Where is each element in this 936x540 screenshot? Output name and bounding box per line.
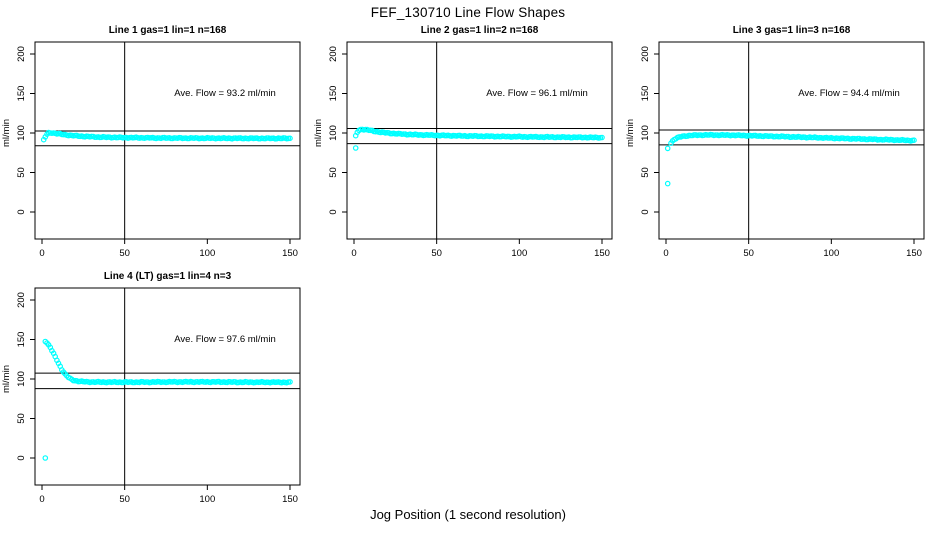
x-tick-label: 100	[823, 248, 839, 259]
data-point	[599, 134, 605, 141]
subplot-title: Line 2 gas=1 lin=2 n=168	[421, 25, 539, 36]
x-tick-label: 150	[906, 248, 922, 259]
x-tick-label: 150	[594, 248, 610, 259]
data-point	[911, 137, 917, 144]
y-tick-label: 50	[328, 167, 339, 178]
ave-flow-annotation: Ave. Flow = 94.4 ml/min	[798, 88, 899, 99]
plot-box	[658, 41, 925, 240]
outlier-point	[664, 180, 671, 187]
x-tick-label: 150	[282, 494, 298, 505]
y-tick-label: 100	[328, 125, 339, 141]
y-tick-label: 0	[16, 455, 27, 460]
x-tick-label: 0	[39, 494, 44, 505]
plot-box	[34, 41, 301, 240]
x-tick-label: 100	[511, 248, 527, 259]
plot-box	[346, 41, 613, 240]
y-axis-name: ml/min	[625, 119, 636, 147]
y-tick-label: 200	[16, 292, 27, 308]
y-tick-label: 200	[328, 46, 339, 62]
y-tick-label: 100	[16, 125, 27, 141]
y-tick-label: 200	[640, 46, 651, 62]
y-tick-label: 50	[16, 413, 27, 424]
outlier-point	[42, 455, 49, 461]
x-tick-label: 100	[199, 494, 215, 505]
x-tick-label: 0	[39, 248, 44, 259]
y-tick-label: 50	[640, 167, 651, 178]
chart-title: FEF_130710 Line Flow Shapes	[370, 5, 566, 20]
x-axis-label: Jog Position (1 second resolution)	[370, 507, 566, 522]
data-points	[352, 126, 605, 151]
y-tick-label: 50	[16, 167, 27, 178]
y-axis-name: ml/min	[1, 365, 12, 393]
ave-flow-annotation: Ave. Flow = 96.1 ml/min	[486, 88, 587, 99]
subplot-4: Line 4 (LT) gas=1 lin=4 n=3 0 50 100 150 0 50 1…	[1, 271, 301, 505]
y-axis-name: ml/min	[1, 119, 12, 147]
data-points	[42, 338, 293, 461]
x-tick-label: 150	[282, 248, 298, 259]
data-point	[287, 135, 293, 142]
data-points	[40, 129, 293, 143]
subplot-3: Line 3 gas=1 lin=3 n=168 0 50 100 150 0 50 100 1…	[625, 25, 925, 259]
x-tick-label: 0	[663, 248, 668, 259]
x-tick-label: 100	[199, 248, 215, 259]
data-point	[287, 379, 293, 385]
outlier-point	[664, 145, 671, 152]
x-tick-label: 50	[743, 248, 754, 259]
y-tick-label: 100	[16, 371, 27, 387]
subplot-title: Line 1 gas=1 lin=1 n=168	[109, 25, 227, 36]
y-tick-label: 150	[328, 86, 339, 102]
x-tick-label: 50	[119, 248, 130, 259]
y-tick-label: 150	[640, 86, 651, 102]
ave-flow-annotation: Ave. Flow = 93.2 ml/min	[174, 88, 275, 99]
y-tick-label: 0	[640, 209, 651, 214]
subplot-2: Line 2 gas=1 lin=2 n=168 0 50 100 150 0 50 100 1…	[313, 25, 613, 259]
y-tick-label: 100	[640, 125, 651, 141]
outlier-point	[352, 145, 359, 151]
data-points	[664, 131, 917, 187]
y-tick-label: 150	[16, 86, 27, 102]
y-tick-label: 0	[328, 209, 339, 214]
ave-flow-annotation: Ave. Flow = 97.6 ml/min	[174, 334, 275, 345]
plot-box	[34, 287, 301, 486]
subplot-title: Line 4 (LT) gas=1 lin=4 n=3	[104, 271, 232, 282]
subplot-1: Line 1 gas=1 lin=1 n=168 0 50 100 150 0 50 100 1…	[1, 25, 301, 259]
x-tick-label: 50	[119, 494, 130, 505]
x-tick-label: 0	[351, 248, 356, 259]
subplot-title: Line 3 gas=1 lin=3 n=168	[733, 25, 851, 36]
x-tick-label: 50	[431, 248, 442, 259]
y-axis-name: ml/min	[313, 119, 324, 147]
y-tick-label: 0	[16, 209, 27, 214]
y-tick-label: 200	[16, 46, 27, 62]
y-tick-label: 150	[16, 332, 27, 348]
